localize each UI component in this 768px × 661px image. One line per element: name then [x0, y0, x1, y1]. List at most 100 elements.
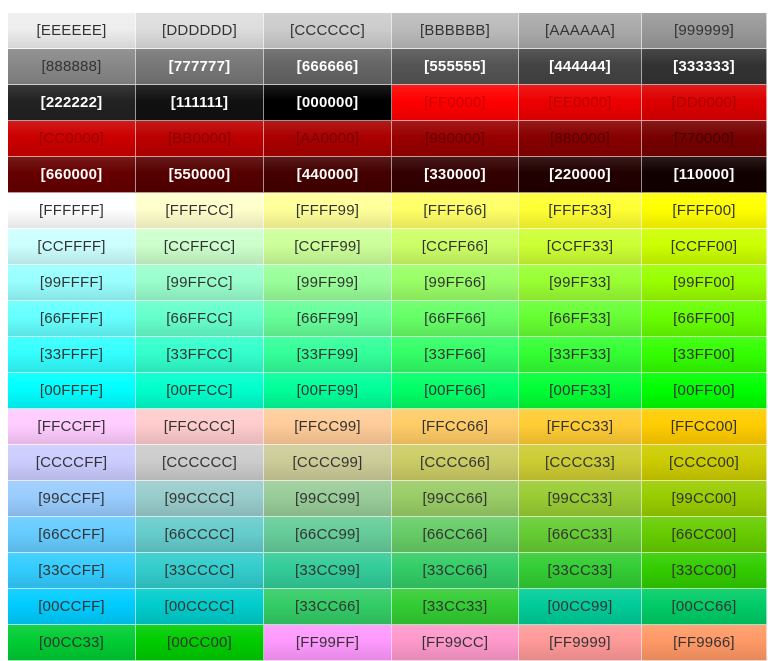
color-swatch[interactable]: [00CC66] — [642, 589, 767, 625]
color-swatch[interactable]: [33FF99] — [264, 337, 392, 373]
color-swatch[interactable]: [777777] — [136, 49, 264, 85]
color-swatch[interactable]: [33FF00] — [642, 337, 767, 373]
color-swatch[interactable]: [BBBBBB] — [392, 13, 519, 49]
color-swatch[interactable]: [440000] — [264, 157, 392, 193]
color-swatch[interactable]: [BB0000] — [136, 121, 264, 157]
color-swatch[interactable]: [66CC00] — [642, 517, 767, 553]
color-swatch[interactable]: [CCFFCC] — [136, 229, 264, 265]
color-swatch[interactable]: [99CCFF] — [8, 481, 136, 517]
color-swatch[interactable]: [FFCC33] — [519, 409, 642, 445]
color-swatch[interactable]: [99FF33] — [519, 265, 642, 301]
color-swatch[interactable]: [00FF33] — [519, 373, 642, 409]
color-swatch[interactable]: [FFFFFF] — [8, 193, 136, 229]
color-swatch[interactable]: [33FFFF] — [8, 337, 136, 373]
color-swatch[interactable]: [CCCC33] — [519, 445, 642, 481]
color-swatch[interactable]: [CCCC66] — [392, 445, 519, 481]
color-swatch[interactable]: [66FF33] — [519, 301, 642, 337]
color-swatch[interactable]: [CCCC99] — [264, 445, 392, 481]
color-swatch[interactable]: [220000] — [519, 157, 642, 193]
color-swatch[interactable]: [CCCCCC] — [136, 445, 264, 481]
color-swatch[interactable]: [999999] — [642, 13, 767, 49]
color-swatch[interactable]: [FF9966] — [642, 625, 767, 661]
color-swatch[interactable]: [99FFCC] — [136, 265, 264, 301]
color-swatch[interactable]: [33CC33] — [519, 553, 642, 589]
color-swatch[interactable]: [FFCC99] — [264, 409, 392, 445]
color-swatch[interactable]: [FFCCCC] — [136, 409, 264, 445]
color-swatch[interactable]: [EEEEEE] — [8, 13, 136, 49]
color-swatch[interactable]: [111111] — [136, 85, 264, 121]
color-swatch[interactable]: [EE0000] — [519, 85, 642, 121]
color-swatch[interactable]: [550000] — [136, 157, 264, 193]
color-swatch[interactable]: [00CC99] — [519, 589, 642, 625]
color-swatch[interactable]: [00CCCC] — [136, 589, 264, 625]
color-swatch[interactable]: [00FFCC] — [136, 373, 264, 409]
color-swatch[interactable]: [CCCCCC] — [264, 13, 392, 49]
color-swatch[interactable]: [CCFFFF] — [8, 229, 136, 265]
color-swatch[interactable]: [99FF00] — [642, 265, 767, 301]
color-swatch[interactable]: [333333] — [642, 49, 767, 85]
color-swatch[interactable]: [66FF66] — [392, 301, 519, 337]
color-swatch[interactable]: [99FF99] — [264, 265, 392, 301]
color-swatch[interactable]: [FFFF00] — [642, 193, 767, 229]
color-swatch[interactable]: [DDDDDD] — [136, 13, 264, 49]
color-swatch[interactable]: [CCFF00] — [642, 229, 767, 265]
color-swatch[interactable]: [FF0000] — [392, 85, 519, 121]
color-swatch[interactable]: [000000] — [264, 85, 392, 121]
color-swatch[interactable]: [666666] — [264, 49, 392, 85]
color-swatch[interactable]: [330000] — [392, 157, 519, 193]
color-swatch[interactable]: [770000] — [642, 121, 767, 157]
color-swatch[interactable]: [66CC66] — [392, 517, 519, 553]
color-swatch[interactable]: [99CC33] — [519, 481, 642, 517]
color-swatch[interactable]: [33CC33] — [392, 589, 519, 625]
color-swatch[interactable]: [DD0000] — [642, 85, 767, 121]
color-swatch[interactable]: [33CC99] — [264, 553, 392, 589]
color-swatch[interactable]: [99CC66] — [392, 481, 519, 517]
color-swatch[interactable]: [888888] — [8, 49, 136, 85]
color-swatch[interactable]: [FFCC66] — [392, 409, 519, 445]
color-swatch[interactable]: [CC0000] — [8, 121, 136, 157]
color-swatch[interactable]: [00FFFF] — [8, 373, 136, 409]
color-swatch[interactable]: [CCFF66] — [392, 229, 519, 265]
color-swatch[interactable]: [66FFFF] — [8, 301, 136, 337]
color-swatch[interactable]: [66CC33] — [519, 517, 642, 553]
color-swatch[interactable]: [CCCC00] — [642, 445, 767, 481]
color-swatch[interactable]: [33CC66] — [264, 589, 392, 625]
color-swatch[interactable]: [CCFF99] — [264, 229, 392, 265]
color-swatch[interactable]: [33FF33] — [519, 337, 642, 373]
color-swatch[interactable]: [AAAAAA] — [519, 13, 642, 49]
color-swatch[interactable]: [33CC00] — [642, 553, 767, 589]
color-swatch[interactable]: [33FFCC] — [136, 337, 264, 373]
color-swatch[interactable]: [FFFF33] — [519, 193, 642, 229]
color-swatch[interactable]: [99FF66] — [392, 265, 519, 301]
color-swatch[interactable]: [FFCCFF] — [8, 409, 136, 445]
color-swatch[interactable]: [660000] — [8, 157, 136, 193]
color-swatch[interactable]: [555555] — [392, 49, 519, 85]
color-swatch[interactable]: [99CC99] — [264, 481, 392, 517]
color-swatch[interactable]: [00FF66] — [392, 373, 519, 409]
color-swatch[interactable]: [222222] — [8, 85, 136, 121]
color-swatch[interactable]: [00CCFF] — [8, 589, 136, 625]
color-swatch[interactable]: [33CC66] — [392, 553, 519, 589]
color-swatch[interactable]: [00FF99] — [264, 373, 392, 409]
color-swatch[interactable]: [00CC00] — [136, 625, 264, 661]
color-swatch[interactable]: [110000] — [642, 157, 767, 193]
color-swatch[interactable]: [CCCCFF] — [8, 445, 136, 481]
color-swatch[interactable]: [66FFCC] — [136, 301, 264, 337]
color-swatch[interactable]: [00FF00] — [642, 373, 767, 409]
color-swatch[interactable]: [FFFF99] — [264, 193, 392, 229]
color-swatch[interactable]: [99CCCC] — [136, 481, 264, 517]
color-swatch[interactable]: [FFFFCC] — [136, 193, 264, 229]
color-swatch[interactable]: [66CCFF] — [8, 517, 136, 553]
color-swatch[interactable]: [880000] — [519, 121, 642, 157]
color-swatch[interactable]: [FFFF66] — [392, 193, 519, 229]
color-swatch[interactable]: [FF9999] — [519, 625, 642, 661]
color-swatch[interactable]: [33CCCC] — [136, 553, 264, 589]
color-swatch[interactable]: [33FF66] — [392, 337, 519, 373]
color-swatch[interactable]: [33CCFF] — [8, 553, 136, 589]
color-swatch[interactable]: [00CC33] — [8, 625, 136, 661]
color-swatch[interactable]: [66FF00] — [642, 301, 767, 337]
color-swatch[interactable]: [990000] — [392, 121, 519, 157]
color-swatch[interactable]: [AA0000] — [264, 121, 392, 157]
color-swatch[interactable]: [FF99CC] — [392, 625, 519, 661]
color-swatch[interactable]: [66CC99] — [264, 517, 392, 553]
